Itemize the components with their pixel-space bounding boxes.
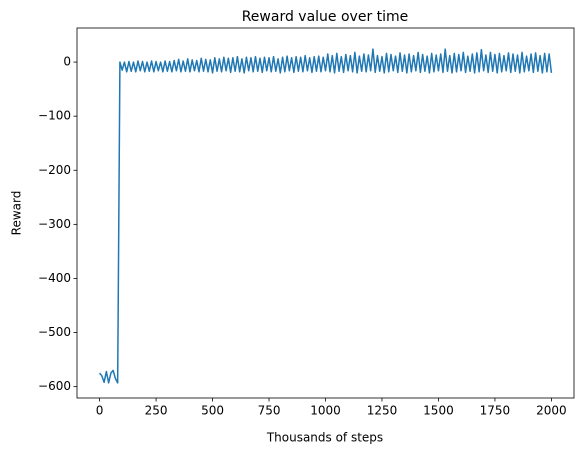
y-tick-label: 0: [63, 55, 71, 69]
chart-title: Reward value over time: [242, 9, 409, 25]
y-tick-label: −600: [38, 379, 71, 393]
plot-frame: [76, 27, 575, 399]
x-axis-label: Thousands of steps: [266, 431, 383, 445]
y-tick-label: −500: [38, 325, 71, 339]
y-tick-label: −200: [38, 163, 71, 177]
x-tick-label: 0: [96, 404, 104, 418]
x-tick-label: 1250: [367, 404, 398, 418]
y-axis-label: Reward: [10, 191, 24, 236]
x-tick-label: 250: [145, 404, 168, 418]
y-tick-label: −100: [38, 109, 71, 123]
y-tick-label: −400: [38, 271, 71, 285]
x-tick-label: 500: [201, 404, 224, 418]
x-tick-label: 1000: [310, 404, 341, 418]
x-tick-label: 1750: [480, 404, 511, 418]
y-tick-label: −300: [38, 217, 71, 231]
data-line: [99, 48, 553, 384]
x-tick-label: 1500: [423, 404, 454, 418]
x-tick-label: 2000: [536, 404, 567, 418]
x-tick-label: 750: [258, 404, 281, 418]
